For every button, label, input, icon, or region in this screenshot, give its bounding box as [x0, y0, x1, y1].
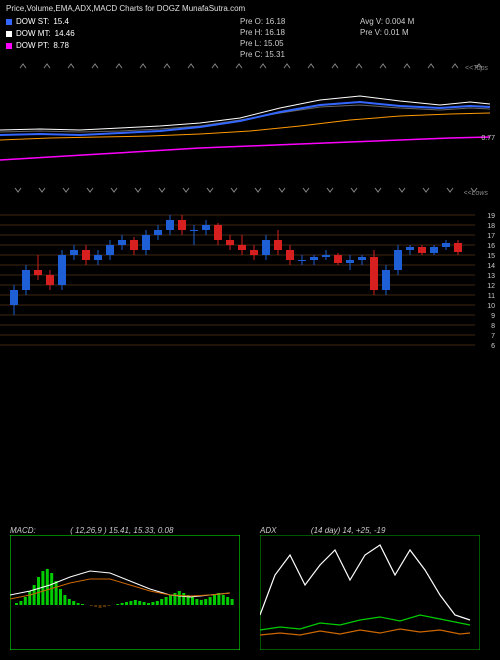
svg-text:15: 15 [487, 253, 495, 260]
svg-text:16: 16 [487, 243, 495, 250]
ohlc-label: Pre C: [240, 50, 263, 59]
square-icon [6, 31, 12, 37]
volume-block: Avg V: 0.004 M Pre V: 0.01 M [360, 16, 414, 38]
ohlc-value: 15.31 [265, 50, 285, 59]
page-title: Price,Volume,EMA,ADX,MACD Charts for DOG… [0, 0, 500, 17]
legend-value: 14.46 [55, 28, 75, 40]
macd-label: MACD: [10, 526, 36, 535]
vol-label: Pre V: [360, 28, 382, 37]
vol-label: Avg V: [360, 17, 383, 26]
ohlc-label: Pre O: [240, 17, 263, 26]
svg-text:11: 11 [488, 293, 495, 300]
ema-overlay-chart: <<Tops <<Lows 0.77 [0, 60, 500, 200]
legend-dow-mt: DOW MT: 14.46 [6, 28, 75, 40]
legend-value: 8.78 [53, 40, 69, 52]
svg-text:13: 13 [487, 273, 495, 280]
ohlc-value: 15.05 [264, 39, 284, 48]
ohlc-value: 16.18 [265, 17, 285, 26]
svg-text:9: 9 [491, 313, 495, 320]
svg-text:<<Lows: <<Lows [463, 190, 488, 197]
svg-text:19: 19 [487, 213, 495, 220]
svg-text:8: 8 [491, 323, 495, 330]
svg-text:12: 12 [487, 283, 495, 290]
ohlc-label: Pre H: [240, 28, 263, 37]
macd-params: ( 12,26,9 ) 15.41, 15.33, 0.08 [70, 526, 173, 535]
legend-dow-pt: DOW PT: 8.78 [6, 40, 75, 52]
ohlc-block: Pre O: 16.18 Pre H: 16.18 Pre L: 15.05 P… [240, 16, 285, 60]
svg-text:6: 6 [491, 343, 495, 350]
legend: DOW ST: 15.4 DOW MT: 14.46 DOW PT: 8.78 [6, 16, 75, 52]
square-icon [6, 43, 12, 49]
legend-dow-st: DOW ST: 15.4 [6, 16, 75, 28]
svg-text:10: 10 [487, 303, 495, 310]
vol-value: 0.004 M [385, 17, 414, 26]
svg-text:7: 7 [491, 333, 495, 340]
legend-label: DOW MT: [16, 28, 51, 40]
vol-value: 0.01 M [384, 28, 408, 37]
legend-label: DOW PT: [16, 40, 49, 52]
svg-text:0.77: 0.77 [481, 135, 495, 142]
legend-label: DOW ST: [16, 16, 49, 28]
macd-chart [10, 535, 240, 650]
adx-chart [260, 535, 480, 650]
square-icon [6, 19, 12, 25]
adx-label: ADX [260, 526, 276, 535]
svg-text:<<Tops: <<Tops [465, 65, 489, 72]
svg-text:14: 14 [487, 263, 495, 270]
ohlc-label: Pre L: [240, 39, 261, 48]
svg-text:17: 17 [487, 233, 495, 240]
ohlc-value: 16.18 [265, 28, 285, 37]
legend-value: 15.4 [53, 16, 69, 28]
adx-params: (14 day) 14, +25, -19 [311, 526, 386, 535]
svg-text:18: 18 [487, 223, 495, 230]
candlestick-chart: 19 18 17 16 15 14 13 12 11 10 9 8 7 6 [0, 210, 500, 360]
